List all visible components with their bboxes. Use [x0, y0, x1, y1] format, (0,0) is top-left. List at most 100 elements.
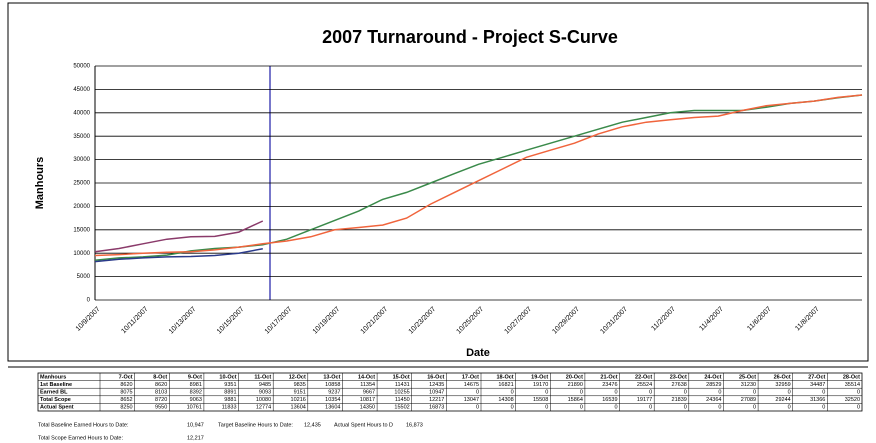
table-cell: 9550 — [155, 405, 167, 411]
table-cell: 19-Oct — [531, 374, 548, 380]
y-tick-label: 20000 — [73, 204, 90, 210]
y-tick-label: 10000 — [73, 251, 90, 257]
table-cell: 8392 — [190, 389, 202, 395]
table-cell: 21839 — [672, 397, 687, 403]
series-line — [94, 94, 863, 257]
table-cell: 8620 — [155, 382, 167, 388]
table-cell: 14308 — [498, 397, 513, 403]
table-cell: 31230 — [741, 382, 756, 388]
table-cell: 15508 — [533, 397, 548, 403]
summary-text: Total Scope Earned Hours to Date: — [38, 435, 123, 441]
table-cell: 26-Oct — [774, 374, 791, 380]
table-cell: 9485 — [259, 382, 271, 388]
table-cell: 21-Oct — [600, 374, 617, 380]
table-cell: 0 — [476, 389, 479, 395]
table-cell: 11450 — [395, 397, 410, 403]
table-cell: 11431 — [395, 382, 410, 388]
y-tick-label: 50000 — [73, 64, 90, 70]
y-tick-label: 5000 — [77, 274, 91, 280]
table-cell: 0 — [857, 405, 860, 411]
y-tick-label: 15000 — [73, 227, 90, 233]
y-tick-label: 30000 — [73, 157, 90, 163]
table-cell: 31366 — [810, 397, 825, 403]
table-cell: 0 — [822, 389, 825, 395]
series-line — [94, 220, 264, 253]
table-cell: 12-Oct — [289, 374, 306, 380]
table-cell: 27638 — [672, 382, 687, 388]
table-cell: 14350 — [360, 405, 375, 411]
table-cell: 11-Oct — [254, 374, 271, 380]
table-cell: 32959 — [775, 382, 790, 388]
table-cell: 11833 — [222, 405, 237, 411]
table-cell: 7-Oct — [119, 374, 133, 380]
table-cell: 14-Oct — [358, 374, 375, 380]
table-cell: 10858 — [325, 382, 340, 388]
table-cell: 13-Oct — [323, 374, 340, 380]
table-cell: 10216 — [291, 397, 306, 403]
table-cell: 1st Baseline — [40, 382, 72, 388]
table-cell: 23476 — [602, 382, 617, 388]
table-cell: 15502 — [394, 405, 409, 411]
table-cell: 9667 — [363, 389, 375, 395]
table-cell: 12774 — [256, 405, 271, 411]
table-cell: 10080 — [256, 397, 271, 403]
y-tick-label: 0 — [87, 298, 91, 304]
table-cell: 8891 — [224, 389, 236, 395]
table-cell: Earned BL — [40, 389, 68, 395]
table-cell: 0 — [580, 405, 583, 411]
y-tick-label: 40000 — [73, 110, 90, 116]
table-cell: 8-Oct — [153, 374, 167, 380]
table-cell: 9835 — [294, 382, 306, 388]
table-cell: 8250 — [120, 405, 132, 411]
table-cell: 0 — [753, 405, 756, 411]
table-cell: 0 — [511, 389, 514, 395]
y-tick-label: 35000 — [73, 134, 90, 140]
table-cell: 27089 — [741, 397, 756, 403]
table-cell: 0 — [545, 389, 548, 395]
series-line — [94, 94, 863, 261]
table-cell: 0 — [753, 389, 756, 395]
table-cell: 16539 — [602, 397, 617, 403]
table-cell: 0 — [857, 389, 860, 395]
table-cell: 24364 — [706, 397, 721, 403]
table-cell: 13604 — [291, 405, 306, 411]
table-cell: 21890 — [568, 382, 583, 388]
table-cell: 12435 — [429, 382, 444, 388]
table-cell: 9881 — [224, 397, 236, 403]
table-cell: 34487 — [810, 382, 825, 388]
table-cell: 28529 — [706, 382, 721, 388]
summary-text: Total Baseline Earned Hours to Date: — [38, 422, 129, 428]
table-cell: 29244 — [775, 397, 790, 403]
table-cell: 8075 — [120, 389, 132, 395]
table-cell: 8720 — [155, 397, 167, 403]
table-cell: 22-Oct — [635, 374, 652, 380]
table-cell: 15864 — [568, 397, 583, 403]
table-cell: 0 — [788, 405, 791, 411]
table-cell: 9063 — [190, 397, 202, 403]
table-cell: 13604 — [325, 405, 340, 411]
table-frame — [37, 372, 863, 412]
chart-frame — [7, 2, 869, 362]
table-cell: 0 — [614, 389, 617, 395]
table-cell: 35514 — [845, 382, 860, 388]
summary-text: Target Baseline Hours to Date: — [218, 422, 293, 428]
table-cell: 11354 — [360, 382, 375, 388]
table-cell: 23-Oct — [670, 374, 687, 380]
table-cell: 10761 — [187, 405, 202, 411]
table-cell: 0 — [545, 405, 548, 411]
table-cell: 0 — [580, 389, 583, 395]
table-cell: Total Scope — [40, 397, 71, 403]
table-cell: 25524 — [637, 382, 652, 388]
chart-title: 2007 Turnaround - Project S-Curve — [322, 27, 618, 47]
table-cell: 8620 — [120, 382, 132, 388]
table-cell: 10817 — [360, 397, 375, 403]
table-cell: 0 — [718, 405, 721, 411]
table-cell: 32520 — [845, 397, 860, 403]
y-tick-label: 25000 — [73, 181, 90, 187]
series-line — [94, 248, 263, 263]
table-cell: 8981 — [190, 382, 202, 388]
table-cell: 12217 — [429, 397, 444, 403]
table-cell: 0 — [788, 389, 791, 395]
y-tick-label: 45000 — [73, 87, 90, 93]
